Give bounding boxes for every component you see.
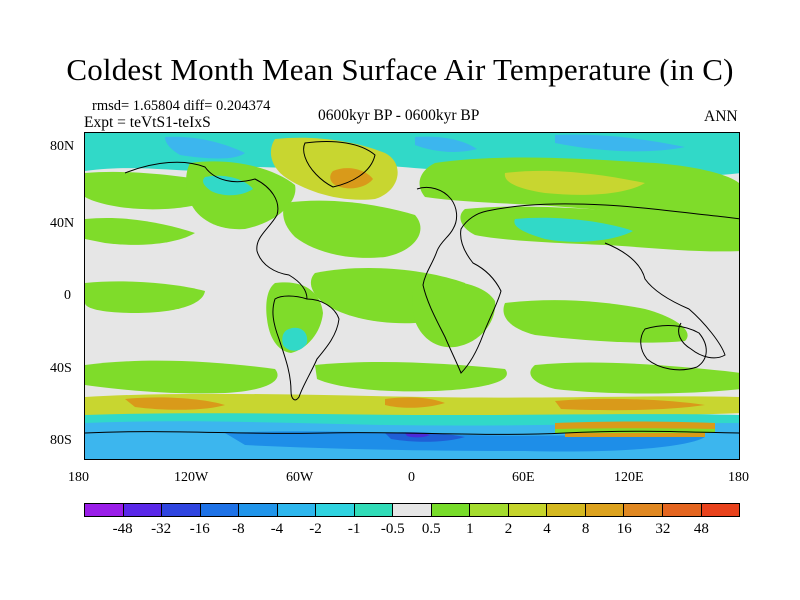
australia-coast [640, 325, 707, 371]
lat-label-eq: 0 [64, 288, 71, 303]
arctic-lightblue-patches [165, 134, 685, 159]
lon-label-60e: 60E [512, 470, 535, 485]
europe-africa-coast [416, 186, 502, 374]
south-pacific-green [85, 360, 278, 394]
temperature-anomaly-map [85, 133, 739, 459]
stats-text: rmsd= 1.65804 diff= 0.204374 [92, 98, 271, 114]
colorbar-label-1: -32 [151, 521, 172, 537]
colorbar-box-8 [393, 504, 432, 516]
colorbar [84, 503, 740, 517]
colorbar-label-14: 32 [655, 521, 671, 537]
lat-label-80s: 80S [50, 433, 72, 448]
colorbar-box-12 [547, 504, 586, 516]
colorbar-box-7 [354, 504, 394, 516]
colorbar-box-9 [431, 504, 471, 516]
lon-label-120e: 120E [614, 470, 644, 485]
colorbar-label-15: 48 [693, 521, 709, 537]
south-america-coast [272, 295, 340, 401]
colorbar-label-7: -0.5 [380, 521, 405, 537]
antarctica-coast [85, 430, 739, 435]
north-atlantic-green [283, 200, 421, 258]
colorbar-box-13 [585, 504, 625, 516]
lon-label-180w: 180 [68, 470, 89, 485]
colorbar-label-0: -48 [112, 521, 133, 537]
season-label: ANN [704, 108, 738, 125]
africa-green [412, 281, 496, 348]
south-america-green [266, 282, 323, 353]
colorbar-box-14 [624, 504, 663, 516]
colorbar-label-4: -4 [270, 521, 284, 537]
north-pacific-mid-green [85, 217, 195, 245]
colorbar-label-11: 4 [543, 521, 551, 537]
colorbar-box-5 [277, 504, 317, 516]
lat-label-40n: 40N [50, 216, 75, 231]
colorbar-box-15 [662, 504, 702, 516]
southern-indian-green [530, 362, 739, 394]
experiment-label: Expt = teVtS1-teIxS [84, 114, 211, 131]
colorbar-box-4 [239, 504, 278, 516]
north-america-coast [124, 161, 308, 300]
lat-label-80n: 80N [50, 139, 75, 154]
lon-label-60w: 60W [286, 470, 314, 485]
eurasia-coast [486, 203, 739, 359]
antarctic-orange-stripes [555, 421, 715, 437]
lon-label-120w: 120W [174, 470, 209, 485]
colorbar-box-10 [470, 504, 509, 516]
south-atlantic-green [315, 362, 507, 392]
colorbar-label-5: -2 [309, 521, 322, 537]
greenland-coast [303, 141, 376, 188]
colorbar-box-1 [123, 504, 163, 516]
southern-ocean-orange [125, 397, 705, 411]
colorbar-box-11 [508, 504, 548, 516]
colorbar-label-9: 1 [466, 521, 474, 537]
lon-label-180e: 180 [728, 470, 749, 485]
coastlines [85, 141, 739, 435]
colorbar-box-16 [701, 504, 740, 516]
colorbar-label-12: 8 [581, 521, 590, 537]
colorbar-label-2: -16 [189, 521, 210, 537]
antarctic-darkblue [385, 432, 465, 442]
indian-ocean-green [503, 300, 688, 343]
colorbar-label-8: 0.5 [421, 521, 441, 537]
colorbar-label-6: -1 [347, 521, 361, 537]
lat-label-40s: 40S [50, 361, 72, 376]
colorbar-box-3 [200, 504, 240, 516]
north-atlantic-orange [330, 168, 373, 189]
south-america-cyan [282, 327, 308, 351]
colorbar-box-2 [162, 504, 201, 516]
colorbar-label-13: 16 [616, 521, 632, 537]
pacific-green [85, 281, 205, 313]
canada-cyan [203, 175, 253, 196]
colorbar-box-0 [85, 504, 124, 516]
colorbar-box-6 [316, 504, 355, 516]
map-plot [84, 132, 740, 460]
lon-label-0: 0 [408, 470, 415, 485]
map-title: Coldest Month Mean Surface Air Temperatu… [66, 52, 734, 87]
asia-cyan [514, 217, 633, 242]
period-label: 0600kyr BP - 0600kyr BP [318, 107, 480, 124]
colorbar-label-3: -8 [232, 521, 245, 537]
eurasia-yellowgreen [504, 170, 645, 195]
colorbar-label-10: 2 [504, 521, 513, 537]
